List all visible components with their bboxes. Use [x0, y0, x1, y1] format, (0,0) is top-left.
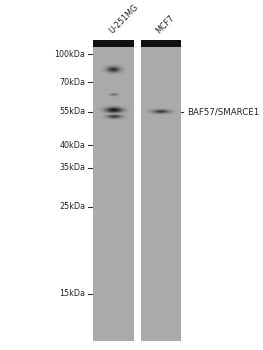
- Text: 100kDa: 100kDa: [55, 50, 85, 59]
- Text: BAF57/SMARCE1: BAF57/SMARCE1: [187, 107, 259, 117]
- Text: 25kDa: 25kDa: [59, 202, 85, 211]
- Bar: [93, 40, 134, 47]
- Text: 40kDa: 40kDa: [60, 141, 85, 150]
- Text: U-251MG: U-251MG: [107, 2, 140, 35]
- Text: MCF7: MCF7: [155, 13, 177, 35]
- Bar: [141, 40, 181, 47]
- Bar: [93, 40, 134, 341]
- Text: 70kDa: 70kDa: [59, 78, 85, 87]
- Text: 15kDa: 15kDa: [59, 289, 85, 299]
- Bar: [141, 40, 181, 341]
- Text: 55kDa: 55kDa: [59, 107, 85, 117]
- Text: 35kDa: 35kDa: [59, 163, 85, 173]
